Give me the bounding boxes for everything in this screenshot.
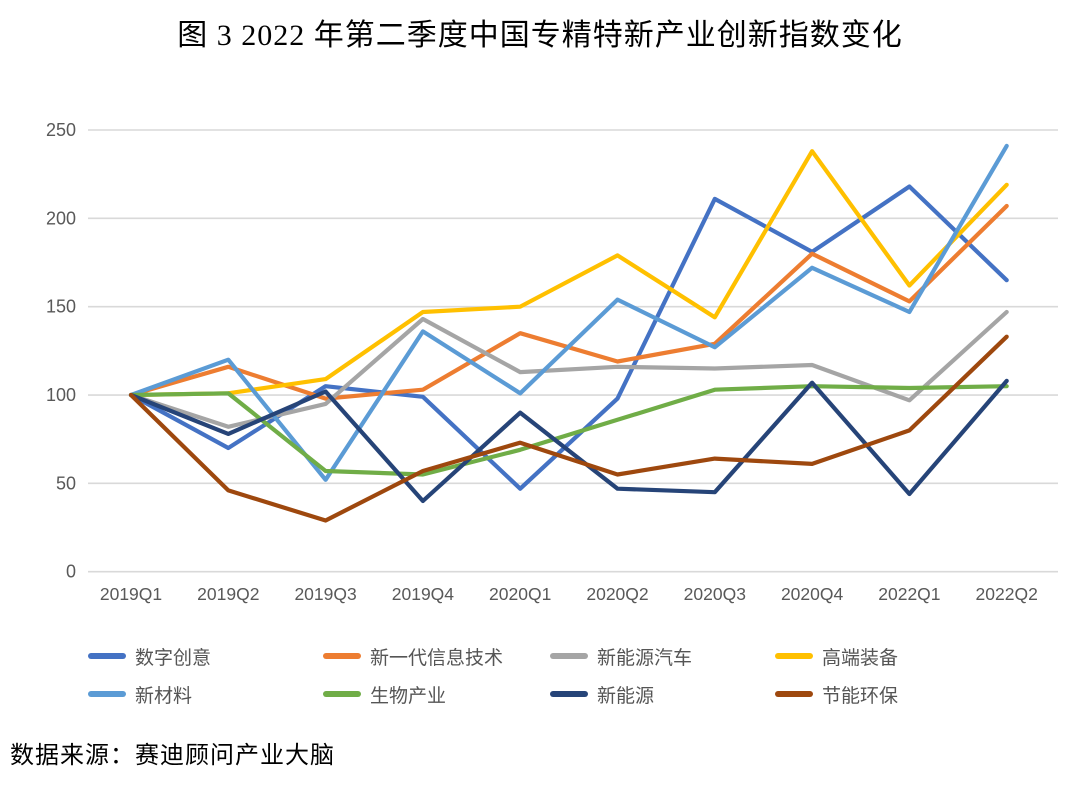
chart-title: 图 3 2022 年第二季度中国专精特新产业创新指数变化 (177, 19, 903, 52)
legend-swatch-icon (550, 653, 588, 659)
legend-label: 新能源汽车 (597, 647, 693, 669)
legend-swatch-icon (775, 691, 813, 697)
x-axis-tick-label: 2022Q1 (878, 584, 940, 604)
legend-swatch-icon (775, 653, 813, 659)
y-axis-tick-label: 100 (46, 385, 76, 405)
legend-label: 节能环保 (822, 685, 899, 707)
x-axis-tick-label: 2020Q4 (781, 584, 844, 604)
legend-label: 新一代信息技术 (370, 647, 504, 669)
legend-label: 数字创意 (135, 647, 212, 669)
y-axis-tick-label: 150 (46, 297, 76, 317)
series-line-生物产业 (128, 384, 1009, 477)
x-axis-tick-label: 2022Q2 (976, 584, 1038, 604)
legend-item-新能源汽车: 新能源汽车 (550, 645, 693, 669)
data-source-note: 数据来源：赛迪顾问产业大脑 (10, 743, 335, 769)
x-axis-tick-label: 2020Q3 (684, 584, 746, 604)
y-axis-tick-label: 0 (66, 562, 76, 582)
legend-item-节能环保: 节能环保 (775, 683, 899, 707)
legend-label: 新能源 (597, 685, 655, 707)
x-axis-tick-label: 2019Q1 (100, 584, 162, 604)
legend-swatch-icon (88, 653, 126, 659)
x-axis-tick-label: 2019Q4 (392, 584, 455, 604)
y-axis-tick-label: 50 (56, 473, 76, 493)
legend-item-新一代信息技术: 新一代信息技术 (323, 645, 504, 669)
legend-item-生物产业: 生物产业 (323, 683, 447, 707)
chart-legend: 数字创意 新一代信息技术 新能源汽车 高端装备新材料 生物产业 新能源 节能环保 (0, 0, 1080, 707)
series-line-高端装备 (128, 149, 1009, 398)
legend-swatch-icon (323, 653, 361, 659)
x-axis-tick-label: 2020Q2 (586, 584, 648, 604)
series-line-新材料 (128, 143, 1009, 482)
y-axis-tick-label: 200 (46, 208, 76, 228)
legend-item-数字创意: 数字创意 (88, 645, 212, 669)
y-axis-tick-label: 250 (46, 120, 76, 140)
x-axis-tick-label: 2019Q3 (294, 584, 356, 604)
legend-item-新能源: 新能源 (550, 683, 655, 707)
series-line-新能源汽车 (128, 309, 1009, 429)
x-axis-tick-label: 2019Q2 (197, 584, 259, 604)
line-chart-plot-area: 0 50 100 150 200 250 2019Q1 2019Q2 2019Q3 2019Q4 2… (46, 120, 1058, 604)
legend-swatch-icon (323, 691, 361, 697)
legend-label: 新材料 (135, 685, 193, 707)
x-axis-tick-label: 2020Q1 (489, 584, 551, 604)
legend-item-新材料: 新材料 (88, 683, 193, 707)
legend-item-高端装备: 高端装备 (775, 645, 899, 669)
legend-label: 高端装备 (822, 647, 899, 669)
legend-label: 生物产业 (370, 685, 447, 707)
series-line-节能环保 (128, 334, 1009, 523)
series-line-新能源 (128, 378, 1009, 504)
legend-swatch-icon (550, 691, 588, 697)
legend-swatch-icon (88, 691, 126, 697)
